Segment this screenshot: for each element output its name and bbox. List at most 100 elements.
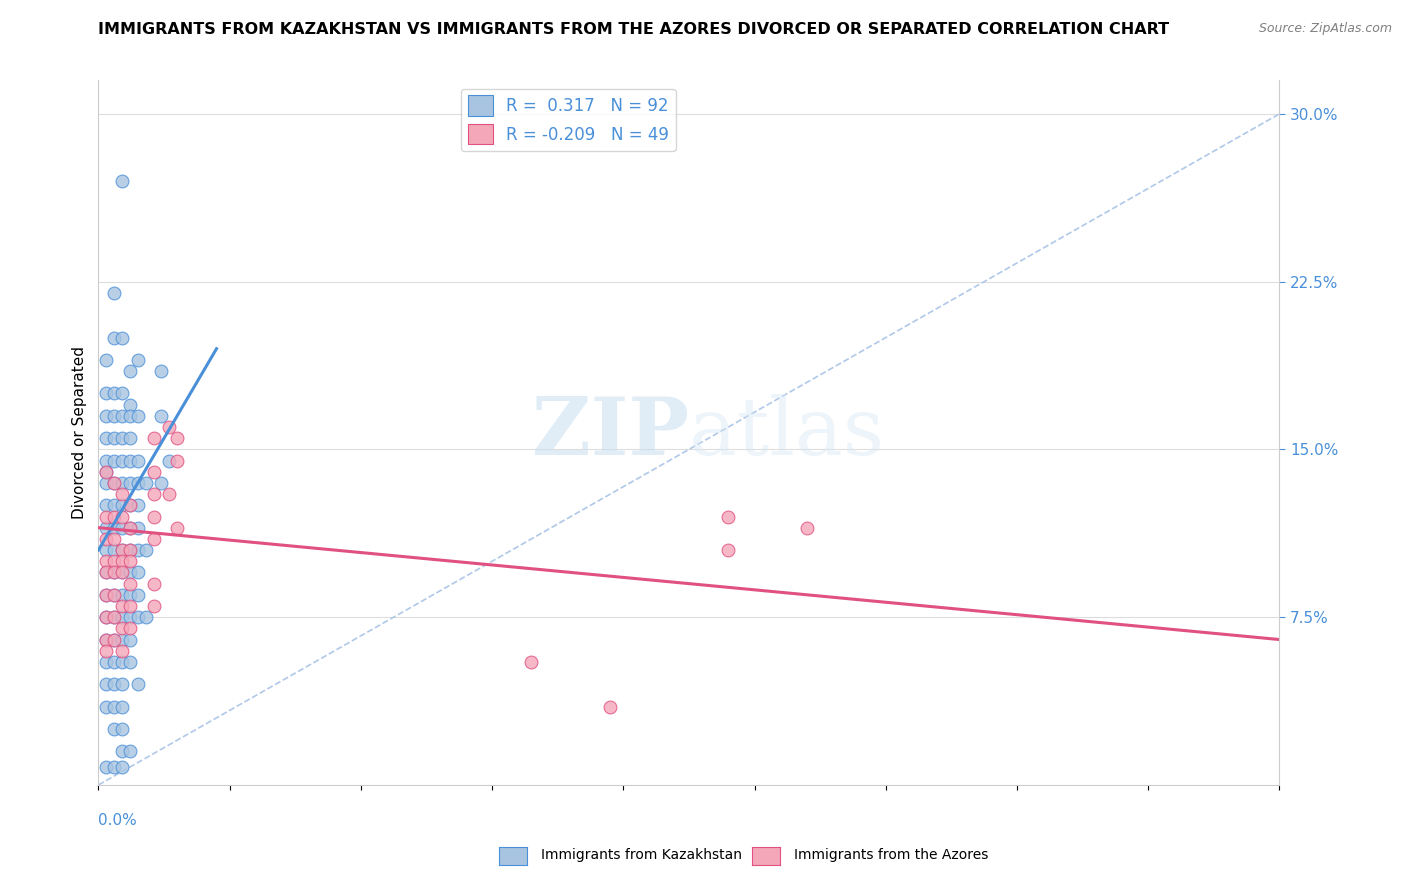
Point — [157, 487, 180, 501]
Point — [96, 644, 118, 658]
Point — [111, 487, 134, 501]
Point — [118, 655, 141, 669]
Point — [96, 588, 118, 602]
Point — [96, 610, 118, 624]
Point — [103, 677, 125, 691]
Point — [127, 499, 149, 513]
Point — [96, 566, 118, 580]
Point — [127, 453, 149, 467]
Point — [118, 398, 141, 412]
Point — [111, 610, 134, 624]
Point — [103, 566, 125, 580]
Text: Immigrants from Kazakhstan: Immigrants from Kazakhstan — [541, 847, 742, 862]
Text: ZIP: ZIP — [531, 393, 689, 472]
Point — [127, 543, 149, 558]
Point — [717, 509, 740, 524]
Point — [111, 655, 134, 669]
Point — [142, 599, 165, 613]
Y-axis label: Divorced or Separated: Divorced or Separated — [72, 346, 87, 519]
Point — [103, 475, 125, 490]
Point — [118, 431, 141, 445]
Point — [96, 632, 118, 647]
Point — [142, 576, 165, 591]
Point — [103, 655, 125, 669]
Point — [111, 644, 134, 658]
Point — [96, 352, 118, 367]
Point — [96, 699, 118, 714]
Point — [118, 543, 141, 558]
Point — [111, 677, 134, 691]
Point — [127, 677, 149, 691]
Point — [111, 431, 134, 445]
Point — [96, 543, 118, 558]
Point — [127, 475, 149, 490]
Point — [127, 588, 149, 602]
Point — [166, 453, 188, 467]
Point — [103, 475, 125, 490]
Text: Source: ZipAtlas.com: Source: ZipAtlas.com — [1258, 22, 1392, 36]
Point — [96, 566, 118, 580]
Legend: R =  0.317   N = 92, R = -0.209   N = 49: R = 0.317 N = 92, R = -0.209 N = 49 — [461, 88, 676, 151]
Point — [118, 599, 141, 613]
Point — [157, 453, 180, 467]
Point — [717, 543, 740, 558]
Point — [96, 532, 118, 546]
Point — [150, 409, 173, 423]
Point — [118, 364, 141, 378]
Point — [118, 543, 141, 558]
Point — [111, 599, 134, 613]
Point — [796, 521, 818, 535]
Point — [157, 420, 180, 434]
Point — [103, 632, 125, 647]
Point — [142, 532, 165, 546]
Point — [103, 499, 125, 513]
Point — [96, 499, 118, 513]
Point — [96, 655, 118, 669]
Point — [103, 409, 125, 423]
Point — [150, 364, 173, 378]
Point — [103, 285, 125, 300]
Point — [96, 509, 118, 524]
Point — [127, 409, 149, 423]
Point — [118, 588, 141, 602]
Point — [96, 453, 118, 467]
Point — [96, 475, 118, 490]
Point — [111, 386, 134, 401]
Point — [103, 566, 125, 580]
Point — [103, 509, 125, 524]
Point — [96, 431, 118, 445]
Point — [111, 330, 134, 344]
Point — [118, 554, 141, 568]
Point — [118, 499, 141, 513]
Point — [127, 610, 149, 624]
Point — [103, 386, 125, 401]
Point — [96, 632, 118, 647]
Point — [150, 475, 173, 490]
Point — [103, 722, 125, 736]
Point — [111, 554, 134, 568]
Point — [103, 610, 125, 624]
Point — [111, 621, 134, 635]
Point — [118, 499, 141, 513]
Point — [142, 509, 165, 524]
Point — [111, 174, 134, 188]
Point — [96, 760, 118, 774]
Point — [103, 760, 125, 774]
Point — [111, 521, 134, 535]
Point — [103, 632, 125, 647]
Point — [96, 677, 118, 691]
Point — [135, 475, 157, 490]
Text: 0.0%: 0.0% — [98, 814, 138, 828]
Point — [103, 543, 125, 558]
Point — [118, 566, 141, 580]
Point — [118, 409, 141, 423]
Point — [111, 760, 134, 774]
Point — [103, 521, 125, 535]
Point — [103, 431, 125, 445]
Point — [166, 431, 188, 445]
Point — [111, 632, 134, 647]
Point — [96, 554, 118, 568]
Point — [111, 409, 134, 423]
Point — [103, 699, 125, 714]
Point — [96, 465, 118, 479]
